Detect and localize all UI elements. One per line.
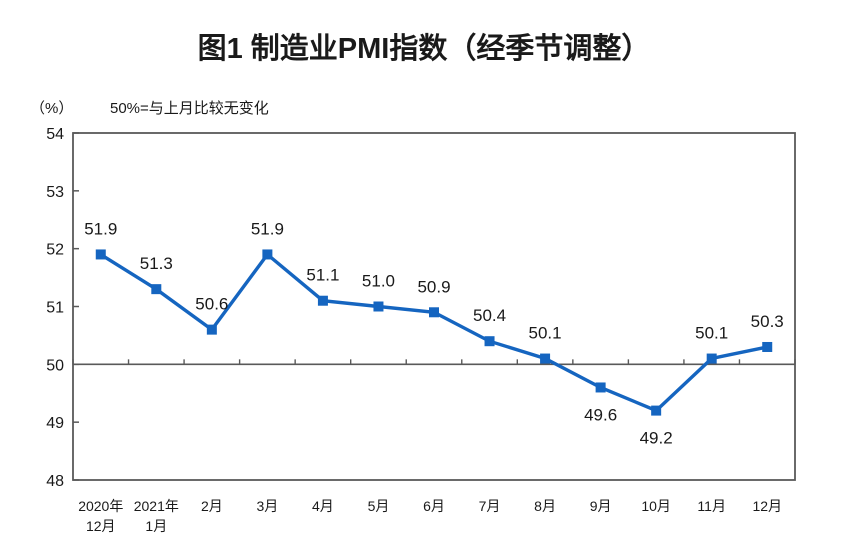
baseline-note: 50%=与上月比较无变化 — [110, 99, 269, 117]
x-axis-category-label: 12月 — [752, 498, 782, 514]
x-axis-category-label: 8月 — [534, 498, 556, 514]
data-point-marker — [95, 249, 106, 260]
data-point-marker — [373, 301, 384, 312]
x-axis-category-label: 2021年 1月 — [134, 498, 179, 534]
data-point-marker — [706, 353, 717, 364]
data-point-marker — [540, 353, 551, 364]
data-point-label: 50.3 — [751, 312, 784, 331]
data-point-label: 49.6 — [584, 405, 617, 424]
y-axis-tick-label: 54 — [46, 126, 64, 143]
plot-area: 54 53 52 51 50 49 48 2020年 12月 2021年 1月 2月 3月 4月 5月 6月 7… — [46, 126, 796, 534]
y-axis-unit-label: （%） — [30, 100, 73, 117]
data-point-label: 51.1 — [306, 266, 339, 285]
data-point-marker — [595, 382, 606, 393]
y-axis-tick-label: 53 — [46, 184, 64, 201]
data-point-label: 50.1 — [695, 324, 728, 343]
data-point-marker — [429, 307, 439, 318]
data-point-label: 49.2 — [640, 429, 673, 448]
x-axis-category-label: 7月 — [479, 498, 501, 514]
data-point-marker — [651, 405, 662, 416]
data-point-marker — [762, 341, 773, 352]
x-axis-category-label: 2020年 12月 — [78, 498, 123, 534]
x-axis-category-label: 6月 — [423, 498, 445, 514]
data-point-marker — [151, 284, 162, 295]
y-axis-tick-label: 48 — [46, 473, 64, 490]
x-axis-category-label: 4月 — [312, 498, 334, 514]
y-axis-tick-label: 49 — [46, 415, 64, 432]
y-axis-tick-label: 52 — [46, 242, 64, 259]
y-axis-tick-label: 50 — [46, 357, 64, 374]
x-axis-category-label: 5月 — [368, 498, 390, 514]
data-point-marker — [206, 324, 217, 335]
data-point-label: 50.4 — [473, 306, 506, 325]
x-axis-category-label: 2月 — [201, 498, 223, 514]
data-point-label: 50.1 — [529, 324, 562, 343]
x-axis-category-label: 11月 — [697, 498, 726, 514]
data-point-label: 50.9 — [417, 277, 450, 296]
x-axis-category-label: 10月 — [641, 498, 671, 514]
data-point-label: 51.9 — [84, 219, 117, 238]
data-point-label: 50.6 — [195, 295, 228, 314]
data-point-label: 51.3 — [140, 254, 173, 273]
x-axis-category-label: 9月 — [590, 498, 612, 514]
data-point-marker — [262, 249, 273, 260]
x-axis-category-label: 3月 — [256, 498, 278, 514]
data-point-marker — [317, 295, 328, 306]
y-axis-tick-label: 51 — [46, 300, 64, 317]
chart-title: 图1 制造业PMI指数（经季节调整） — [198, 31, 651, 65]
data-point-label: 51.9 — [251, 219, 284, 238]
data-point-label: 51.0 — [362, 272, 395, 291]
data-point-marker — [484, 336, 495, 347]
